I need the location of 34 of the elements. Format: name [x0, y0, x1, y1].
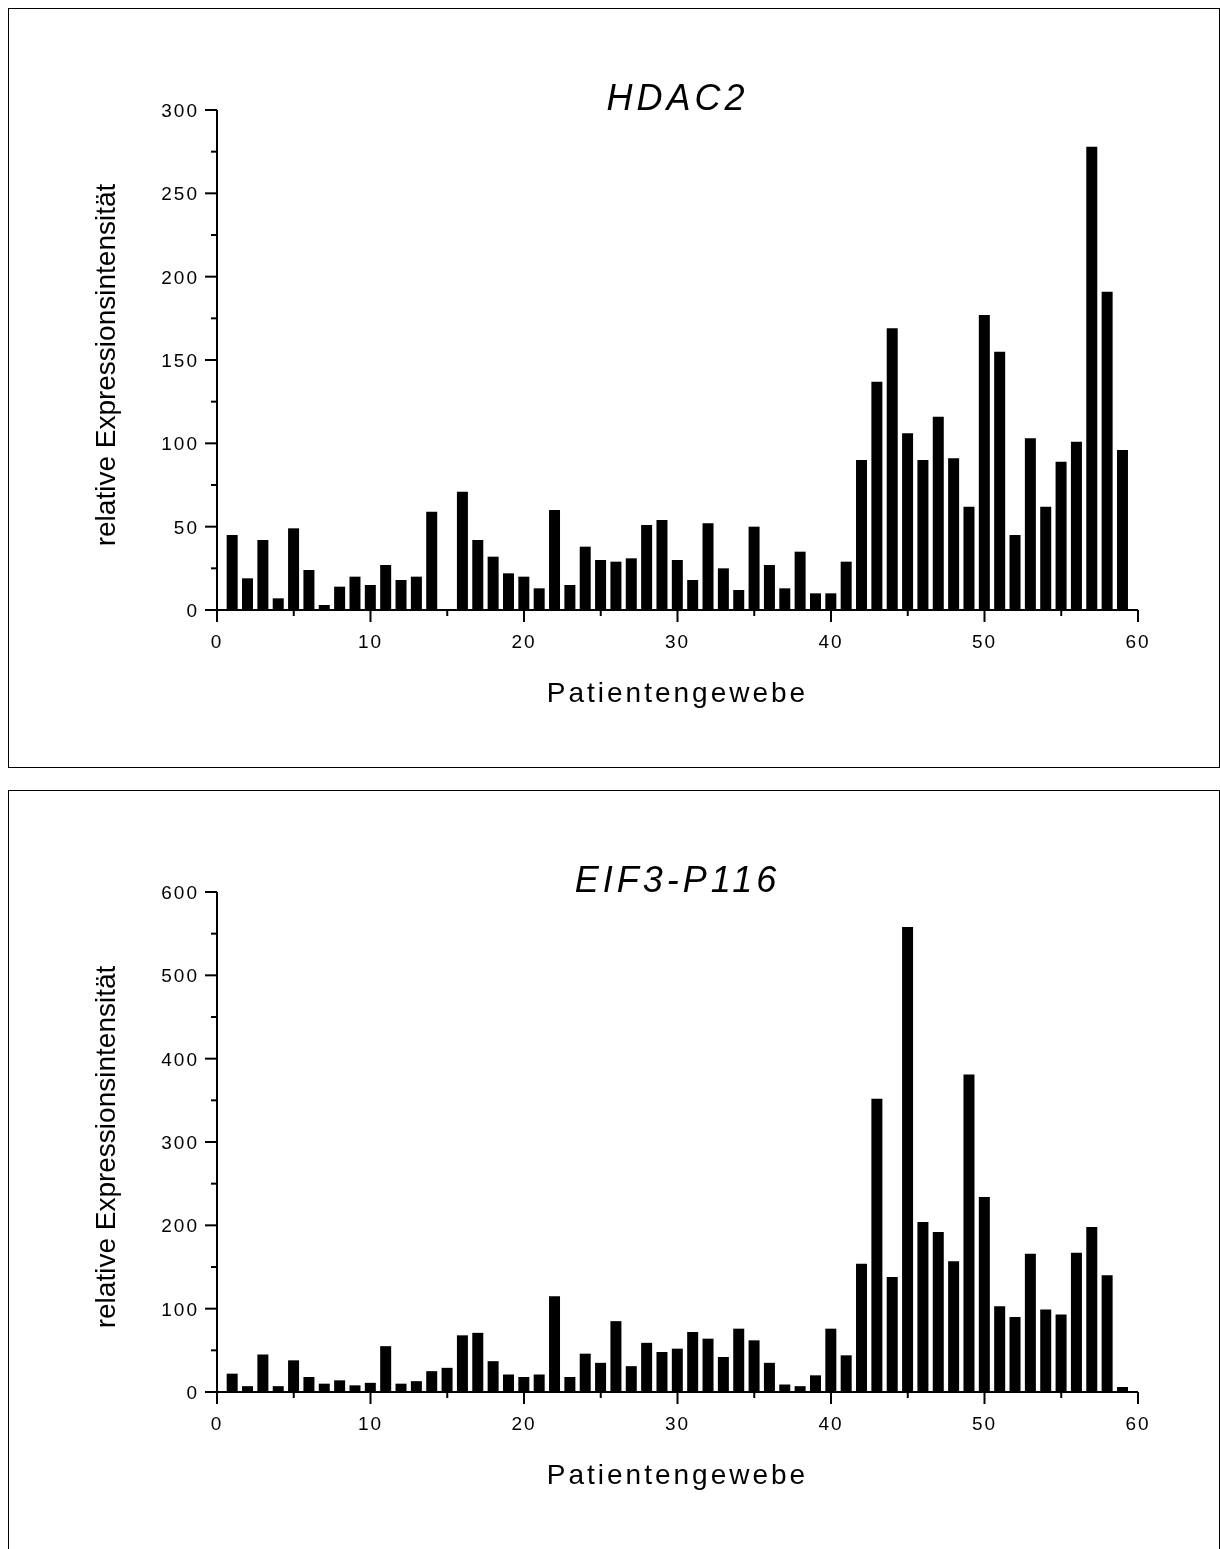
y-tick-label: 600 [161, 882, 199, 903]
x-tick-label: 40 [818, 631, 844, 652]
x-tick-label: 30 [664, 631, 691, 652]
x-tick-label: 20 [511, 631, 537, 652]
y-tick-label: 250 [161, 183, 199, 205]
x-tick-label: 50 [971, 1413, 998, 1434]
y-axis-title: relative Expressionsintensität [90, 965, 122, 1329]
chart-title: HDAC2 [605, 77, 750, 119]
y-tick-label: 100 [161, 1298, 199, 1320]
y-tick-label: 0 [186, 600, 199, 621]
x-axis-title: Patientengewebe [545, 677, 810, 709]
x-tick-label: 60 [1125, 1413, 1151, 1434]
y-tick-label: 500 [161, 965, 199, 987]
y-axis-title: relative Expressionsintensität [90, 183, 122, 547]
y-tick-label: 300 [161, 1132, 199, 1153]
x-tick-label: 0 [210, 1413, 224, 1434]
y-tick-label: 200 [161, 266, 199, 288]
chart-title: EIF3-P116 [573, 859, 782, 901]
x-tick-label: 10 [357, 631, 384, 652]
y-tick-label: 400 [161, 1048, 199, 1070]
x-tick-label: 0 [210, 631, 224, 652]
y-tick-label: 200 [161, 1215, 199, 1237]
x-tick-label: 60 [1125, 631, 1151, 652]
x-tick-label: 50 [971, 631, 998, 652]
y-tick-label: 300 [161, 100, 199, 121]
y-tick-label: 50 [173, 516, 199, 538]
x-axis-title: Patientengewebe [545, 1459, 810, 1491]
y-tick-label: 150 [161, 350, 199, 371]
y-tick-label: 100 [161, 433, 199, 455]
x-tick-label: 10 [357, 1413, 384, 1434]
y-tick-label: 0 [186, 1382, 199, 1403]
x-tick-label: 40 [818, 1413, 844, 1434]
x-tick-label: 30 [664, 1413, 691, 1434]
x-tick-label: 20 [511, 1413, 537, 1434]
